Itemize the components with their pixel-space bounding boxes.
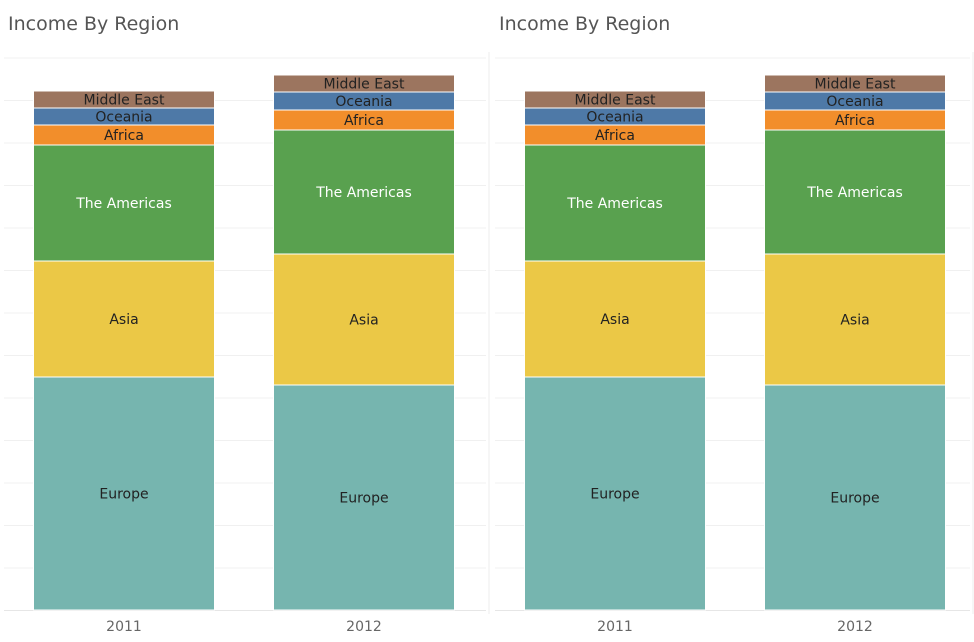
segment-label-the-americas: The Americas [566,196,663,212]
bar-segment-asia[interactable] [33,260,215,378]
segment-label-africa: Africa [104,128,144,144]
segment-label-asia: Asia [349,313,378,329]
segment-label-middle-east: Middle East [815,77,896,93]
segment-label-europe: Europe [830,491,879,507]
segment-label-africa: Africa [835,113,875,129]
segment-label-the-americas: The Americas [315,185,412,201]
bar-segment-middle-east[interactable] [33,90,215,109]
segment-label-the-americas: The Americas [75,196,172,212]
segment-label-middle-east: Middle East [324,77,405,93]
segment-label-the-americas: The Americas [806,185,903,201]
segment-label-europe: Europe [339,491,388,507]
bar-2012[interactable]: Europe Asia The Americas Africa OceaniaMiddl… [273,74,455,611]
bar-segment-middle-east[interactable] [764,74,946,93]
segment-label-middle-east: Middle East [575,93,656,109]
segment-label-africa: Africa [344,113,384,129]
bar-segment-middle-east[interactable] [524,90,706,109]
segment-label-asia: Asia [840,313,869,329]
bar-segment-europe[interactable] [764,384,946,611]
chart-panel-left: Income By Region Europe Asia The Americas A… [4,13,490,635]
bar-segment-asia[interactable] [273,253,455,386]
chart-title: Income By Region [8,13,180,35]
x-tick-label: 2012 [346,619,382,635]
bar-segment-the-americas[interactable] [524,144,706,262]
bar-2011[interactable]: Europe Asia The Americas Africa OceaniaMiddl… [33,90,215,611]
bar-segment-europe[interactable] [524,376,706,611]
segment-label-oceania: Oceania [95,110,152,126]
bar-segment-the-americas[interactable] [33,144,215,262]
bar-segment-the-americas[interactable] [273,129,455,255]
segment-label-africa: Africa [595,128,635,144]
segment-label-asia: Asia [109,312,138,328]
segment-label-asia: Asia [600,312,629,328]
x-tick-label: 2012 [837,619,873,635]
chart-title: Income By Region [499,13,671,35]
segment-label-middle-east: Middle East [84,93,165,109]
chart-panel-right: Income By Region Europe Asia The Americas A… [491,0,974,642]
segment-label-oceania: Oceania [335,94,392,110]
bar-segment-the-americas[interactable] [764,129,946,255]
bar-segment-europe[interactable] [273,384,455,611]
segment-label-europe: Europe [590,487,639,503]
x-tick-label: 2011 [106,619,142,635]
bar-segment-middle-east[interactable] [273,74,455,93]
bar-segment-europe[interactable] [33,376,215,611]
segment-label-oceania: Oceania [826,94,883,110]
bar-2012[interactable]: Europe Asia The Americas Africa OceaniaMiddl… [764,74,946,611]
bar-2011[interactable]: Europe Asia The Americas Africa OceaniaMiddl… [524,90,706,611]
segment-label-oceania: Oceania [586,110,643,126]
segment-label-europe: Europe [99,487,148,503]
x-tick-label: 2011 [597,619,633,635]
bar-segment-asia[interactable] [764,253,946,386]
